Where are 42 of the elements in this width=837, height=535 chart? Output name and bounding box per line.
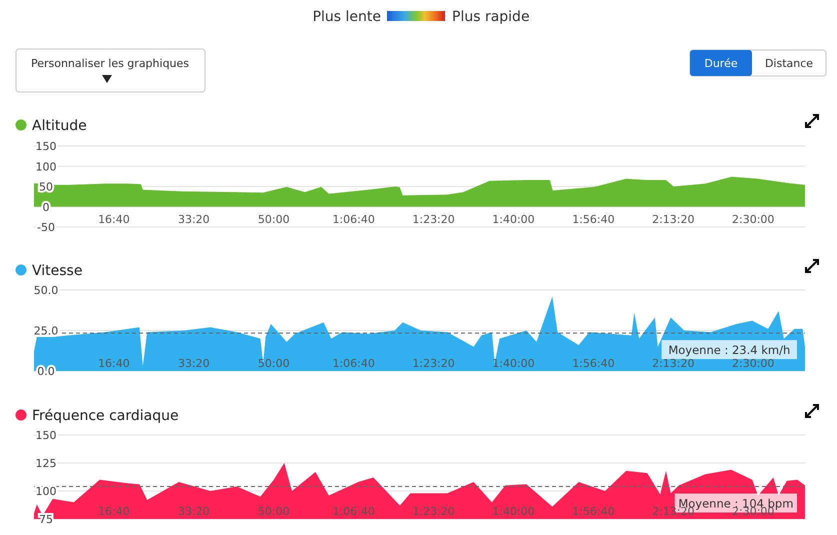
x-tick-label: 1:40:00 <box>492 505 535 518</box>
x-tick-label: 1:56:40 <box>572 213 615 226</box>
text: Plus rapide <box>452 9 530 25</box>
y-tick-label: 150 <box>36 140 56 153</box>
x-tick-label: 33:20 <box>178 357 210 370</box>
text: Distance <box>764 57 814 70</box>
x-tick-label: 1:06:40 <box>332 213 375 226</box>
x-tick-label: 33:20 <box>178 505 210 518</box>
y-tick-label: 150 <box>36 429 56 442</box>
x-tick-label: 16:40 <box>98 357 130 370</box>
chart-title: Fréquence cardiaque <box>32 408 179 424</box>
x-tick-label: 2:30:00 <box>732 213 774 226</box>
y-tick-label: 125 <box>36 457 56 470</box>
text: Durée <box>704 57 738 70</box>
text: Plus lente <box>312 9 381 25</box>
x-tick-label: 1:56:40 <box>572 357 615 370</box>
x-tick-label: 2:13:20 <box>652 213 695 226</box>
x-tick-label: 1:40:00 <box>492 357 535 370</box>
chart-title: Vitesse <box>32 263 82 279</box>
y-tick-label: 50 <box>39 180 53 194</box>
y-tick-label: 50.0 <box>34 284 58 297</box>
x-tick-label: 1:23:20 <box>412 505 455 518</box>
x-tick-label: 1:40:00 <box>492 213 535 226</box>
x-tick-label: 16:40 <box>98 505 130 518</box>
x-tick-label: 2:13:20 <box>652 357 695 370</box>
ref-line-label: Moyenne : 23.4 km/h <box>668 343 790 358</box>
x-tick-label: 50:00 <box>258 357 290 370</box>
text: Personnaliser les graphiques <box>30 57 190 70</box>
x-tick-label: 1:23:20 <box>412 357 455 370</box>
x-tick-label: 1:06:40 <box>332 505 375 518</box>
x-tick-label: 2:30:00 <box>732 357 774 370</box>
x-tick-label: 1:06:40 <box>332 357 375 370</box>
y-tick-label: -50 <box>37 221 55 234</box>
y-tick-label: 100 <box>36 160 56 174</box>
x-tick-label: 50:00 <box>258 505 290 518</box>
chart-title: Altitude <box>32 118 87 134</box>
x-tick-label: 33:20 <box>178 213 210 226</box>
y-tick-label: 100 <box>36 485 56 498</box>
x-tick-label: 1:56:40 <box>572 505 615 518</box>
x-tick-label: 50:00 <box>258 213 290 226</box>
x-tick-label: 1:23:20 <box>412 213 455 226</box>
x-tick-label: 16:40 <box>98 213 130 226</box>
